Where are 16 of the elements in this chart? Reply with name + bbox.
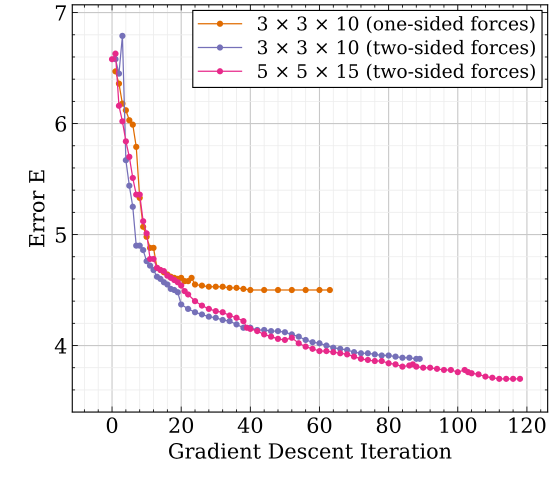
y-tick-label: 4 [54, 338, 66, 354]
y-tick-label: 6 [56, 116, 66, 132]
x-tick-label: 40 [238, 417, 262, 434]
x-tick-label: 60 [308, 417, 332, 434]
legend-label: 3 × 3 × 10 (two-sided forces) [258, 40, 535, 58]
legend-label: 5 × 5 × 15 (two-sided forces) [258, 64, 535, 81]
y-tick-label: 7 [56, 5, 66, 21]
x-tick-label: 120 [510, 417, 546, 434]
x-tick-label: 100 [440, 417, 476, 434]
y-tick-label: 5 [56, 227, 66, 243]
x-tick-label: 80 [376, 417, 400, 434]
x-axis-title: Gradient Descent Iteration [169, 442, 452, 459]
legend-label: 3 × 3 × 10 (one-sided forces) [258, 16, 535, 34]
x-tick-label: 20 [169, 417, 194, 434]
y-axis-title: Error E [29, 170, 45, 248]
x-tick-label: 0 [106, 417, 118, 434]
